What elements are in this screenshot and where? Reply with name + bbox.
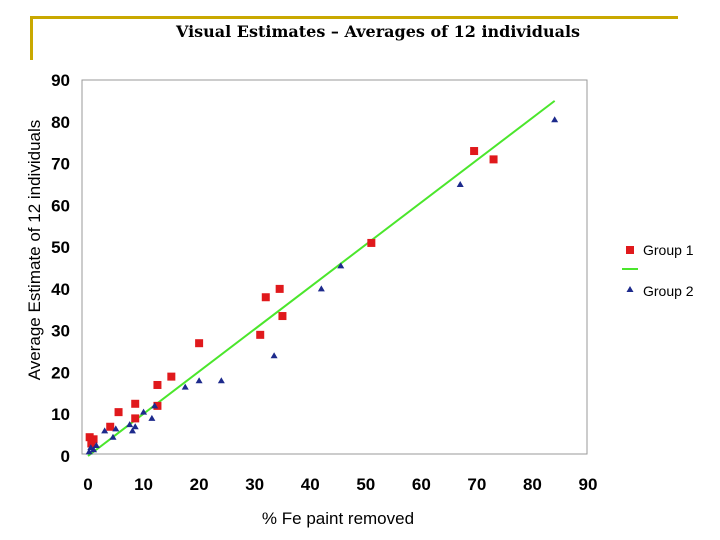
group-1-point <box>153 401 162 410</box>
x-tick-label: 30 <box>245 475 264 494</box>
group-1-point <box>367 238 376 247</box>
y-tick-label: 80 <box>51 113 70 132</box>
title-frame-top-rule <box>30 16 678 19</box>
x-tick-label: 20 <box>190 475 209 494</box>
x-tick-label: 0 <box>83 475 92 494</box>
group-1-point <box>106 422 115 431</box>
x-tick-label: 50 <box>356 475 375 494</box>
group-2-point <box>217 377 225 384</box>
x-tick-label: 90 <box>579 475 598 494</box>
legend-swatch-group-1 <box>626 246 634 254</box>
y-tick-label: 0 <box>61 447 70 466</box>
group-1-point <box>261 293 270 302</box>
group-1-point <box>256 330 265 339</box>
x-tick-label: 80 <box>523 475 542 494</box>
group-1-point <box>153 380 162 389</box>
group-2-point <box>126 421 134 428</box>
x-tick-label: 40 <box>301 475 320 494</box>
group-1-point <box>114 408 123 417</box>
group-2-point <box>90 446 98 453</box>
y-axis-ticks: 0 10 20 30 40 50 60 70 80 90 <box>51 71 70 466</box>
y-tick-label: 20 <box>51 363 70 382</box>
group-2-point <box>128 427 136 434</box>
x-axis-label: % Fe paint removed <box>262 509 414 528</box>
group-2-point <box>85 448 93 455</box>
legend-label-group-1: Group 1 <box>643 242 694 258</box>
x-axis-ticks: 0 10 20 30 40 50 60 70 80 90 <box>83 475 597 494</box>
group-2-point <box>148 414 156 421</box>
y-tick-label: 70 <box>51 155 70 174</box>
series-layer <box>85 100 559 457</box>
group-2-point <box>101 427 109 434</box>
group-2-point <box>195 377 203 384</box>
group-2-point <box>151 402 159 409</box>
group-2-point <box>337 262 345 269</box>
legend-label-group-2: Group 2 <box>643 283 694 299</box>
x-tick-label: 60 <box>412 475 431 494</box>
group-2-point <box>131 423 139 430</box>
plot-area <box>81 79 588 455</box>
group-1-point <box>131 399 140 408</box>
group-1-point <box>89 435 98 444</box>
group-1-point <box>470 147 479 156</box>
x-tick-label: 10 <box>134 475 153 494</box>
group-2-point <box>270 352 278 359</box>
group-2-point <box>92 442 100 449</box>
legend-swatch-group-2 <box>626 286 634 292</box>
y-tick-label: 50 <box>51 238 70 257</box>
slide-title: Visual Estimates – Averages of 12 indivi… <box>175 22 581 41</box>
group-1-point <box>167 372 176 381</box>
group-2-point <box>317 285 325 292</box>
group-1-point <box>195 339 204 348</box>
legend: Group 1 Group 2 <box>622 242 694 299</box>
trend-line <box>87 100 556 457</box>
x-tick-label: 70 <box>467 475 486 494</box>
group-2-point <box>181 383 189 390</box>
group-1-point <box>87 439 96 448</box>
group-1-point <box>275 284 284 293</box>
group-2-point <box>551 116 559 123</box>
group-2-point <box>140 408 148 415</box>
group-1-point <box>489 155 498 164</box>
y-tick-label: 10 <box>51 405 70 424</box>
group-2-point <box>112 425 120 432</box>
y-axis-label: Average Estimate of 12 individuals <box>25 120 44 381</box>
group-2-point <box>109 433 117 440</box>
y-tick-label: 40 <box>51 280 70 299</box>
group-2-point <box>456 180 464 187</box>
group-1-point <box>131 414 140 423</box>
y-tick-label: 90 <box>51 71 70 90</box>
y-tick-label: 30 <box>51 322 70 341</box>
y-tick-label: 60 <box>51 196 70 215</box>
group-1-point <box>278 312 287 321</box>
title-frame-left-rule <box>30 16 33 60</box>
